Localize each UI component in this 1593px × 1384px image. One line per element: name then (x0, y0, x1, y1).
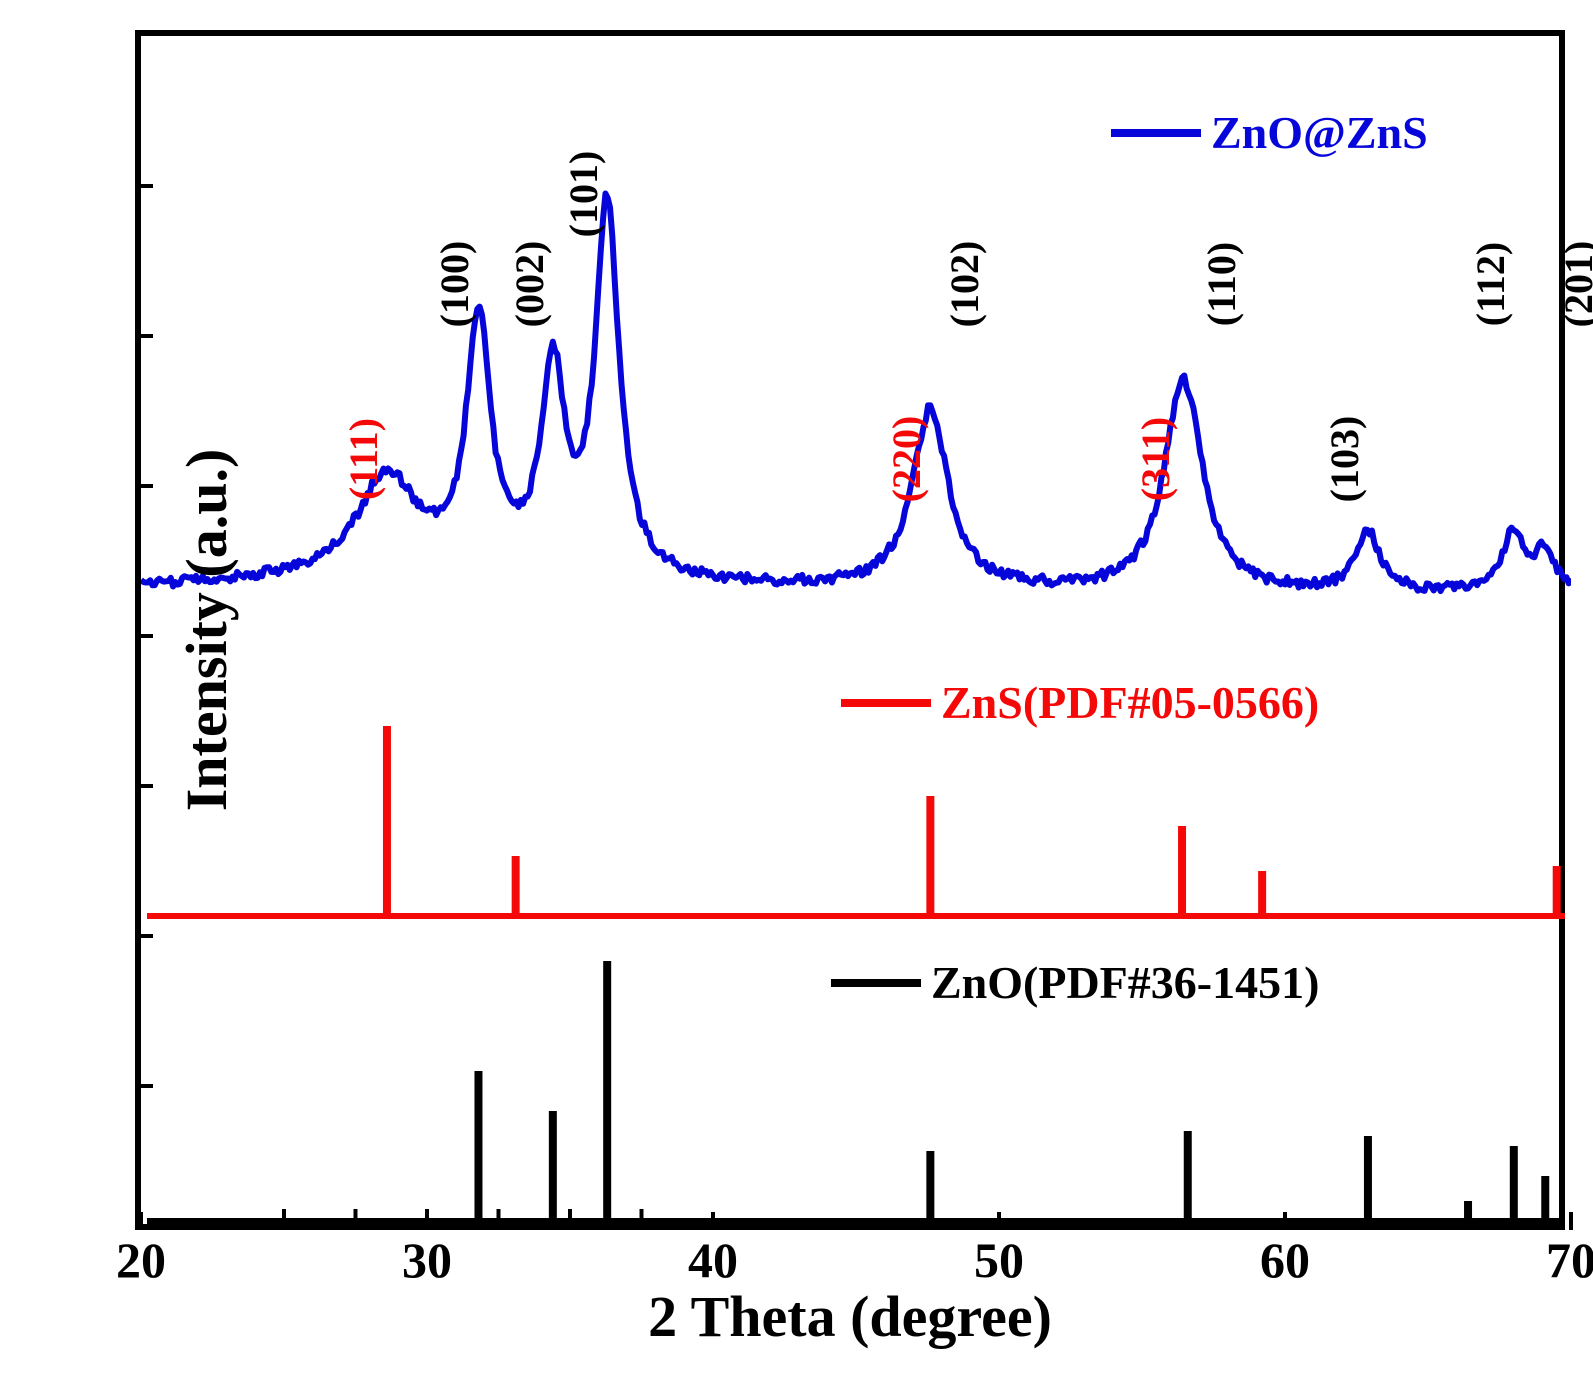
peak-label: (220) (883, 416, 930, 503)
legend-label: ZnO@ZnS (1211, 107, 1428, 158)
x-tick-label: 60 (1260, 1231, 1310, 1289)
x-tick (1283, 1212, 1287, 1230)
x-tick (997, 1212, 1001, 1230)
x-axis-label: 2 Theta (degree) (648, 1283, 1052, 1350)
x-tick-label: 70 (1546, 1231, 1593, 1289)
x-tick (711, 1212, 715, 1230)
peak-label: (100) (431, 241, 478, 328)
legend-label: ZnO(PDF#36-1451) (931, 957, 1319, 1008)
legend-zns-ref: ZnS(PDF#05-0566) (841, 676, 1319, 729)
x-tick-label: 40 (688, 1231, 738, 1289)
peak-label: (002) (506, 241, 553, 328)
x-tick-label: 20 (116, 1231, 166, 1289)
y-tick (135, 634, 153, 638)
peak-label: (102) (941, 241, 988, 328)
x-tick (1569, 1212, 1573, 1230)
legend-line-icon (841, 699, 931, 707)
plot-area: 203040506070 ZnO@ZnSZnS(PDF#05-0566)ZnO(… (135, 30, 1565, 1230)
x-tick-label: 50 (974, 1231, 1024, 1289)
xrd-chart: 203040506070 ZnO@ZnSZnS(PDF#05-0566)ZnO(… (135, 30, 1565, 1230)
x-tick (425, 1212, 429, 1230)
legend-zno-ref: ZnO(PDF#36-1451) (831, 956, 1319, 1009)
y-tick (135, 484, 153, 488)
peak-label: (111) (340, 418, 387, 500)
peak-label: (110) (1198, 242, 1245, 326)
x-tick-label: 30 (402, 1231, 452, 1289)
legend-label: ZnS(PDF#05-0566) (941, 677, 1319, 728)
y-tick (135, 184, 153, 188)
peak-label: (103) (1321, 416, 1368, 503)
plot-svg (141, 36, 1571, 1236)
y-tick (135, 1084, 153, 1088)
x-tick (139, 1212, 143, 1230)
y-axis-label: Intensity (a.u.) (173, 449, 240, 812)
y-tick (135, 934, 153, 938)
legend-line-icon (831, 979, 921, 987)
y-tick (135, 784, 153, 788)
peak-label: (201) (1555, 241, 1593, 328)
legend-znozns: ZnO@ZnS (1111, 106, 1428, 159)
legend-line-icon (1111, 129, 1201, 137)
peak-label: (101) (560, 151, 607, 238)
peak-label: (311) (1132, 417, 1179, 501)
peak-label: (112) (1467, 242, 1514, 326)
y-tick (135, 334, 153, 338)
